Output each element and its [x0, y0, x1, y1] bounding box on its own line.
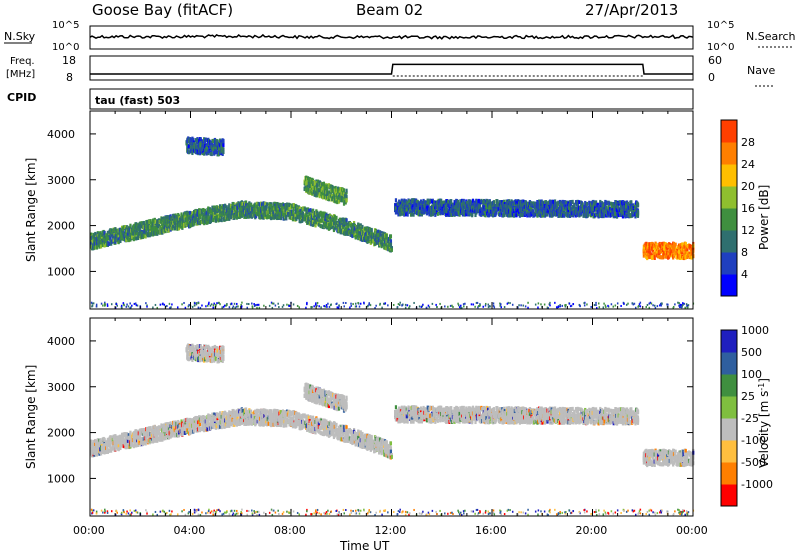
- power-cell: [390, 243, 392, 247]
- power-cell: [211, 152, 213, 156]
- power-cell: [371, 228, 373, 232]
- power-cell: [222, 150, 224, 154]
- power-data: [90, 136, 694, 309]
- power-cell: [343, 188, 345, 192]
- date-title: 27/Apr/2013: [585, 1, 678, 19]
- beam-title: Beam 02: [356, 1, 423, 19]
- nsearch-tick-top: 10^5: [707, 20, 734, 31]
- freq-series-line: [90, 64, 693, 74]
- power-cell: [605, 206, 607, 210]
- nsky-tick-bottom: 10^0: [52, 42, 79, 53]
- power-cell: [637, 214, 639, 218]
- power-cell: [345, 198, 347, 202]
- nsearch-tick-bottom: 10^0: [707, 42, 734, 53]
- power-cell: [345, 189, 347, 193]
- power-cell: [316, 184, 318, 188]
- power-cell: [471, 213, 473, 217]
- nsearch-label: N.Search: [746, 30, 796, 43]
- cpid-label: CPID: [7, 91, 36, 104]
- freq-unit: [MHz]: [6, 69, 35, 80]
- cpid-panel: [90, 89, 693, 109]
- cpid-value: tau (fast) 503: [95, 94, 180, 107]
- power-cell: [280, 216, 282, 220]
- power-cell: [390, 234, 392, 238]
- power-cell: [222, 143, 224, 147]
- nave-label: Nave: [747, 64, 775, 77]
- power-cell: [129, 224, 131, 228]
- freq-tick-top: 18: [62, 54, 76, 67]
- freq-label: Freq.: [10, 56, 35, 67]
- nsky-series-line: [90, 35, 693, 39]
- power-cell: [222, 139, 224, 143]
- freq-line-group: [90, 64, 693, 76]
- freq-tick-bottom: 8: [66, 71, 73, 84]
- power-cell: [637, 203, 639, 207]
- nave-tick-top: 60: [708, 54, 722, 67]
- power-cell: [345, 218, 347, 222]
- power-cell: [395, 198, 397, 202]
- nsky-line-group: [90, 35, 693, 39]
- power-cell: [221, 218, 223, 222]
- power-cell: [335, 216, 337, 220]
- power-cell: [450, 199, 452, 203]
- nsky-label: N.Sky: [4, 30, 36, 43]
- nsky-tick-top: 10^5: [52, 20, 79, 31]
- power-cell: [285, 216, 287, 220]
- power-cell: [586, 202, 588, 206]
- station-title: Goose Bay (fitACF): [92, 1, 233, 19]
- power-cell: [265, 206, 267, 210]
- nave-tick-bottom: 0: [708, 71, 715, 84]
- power-cell: [391, 248, 393, 252]
